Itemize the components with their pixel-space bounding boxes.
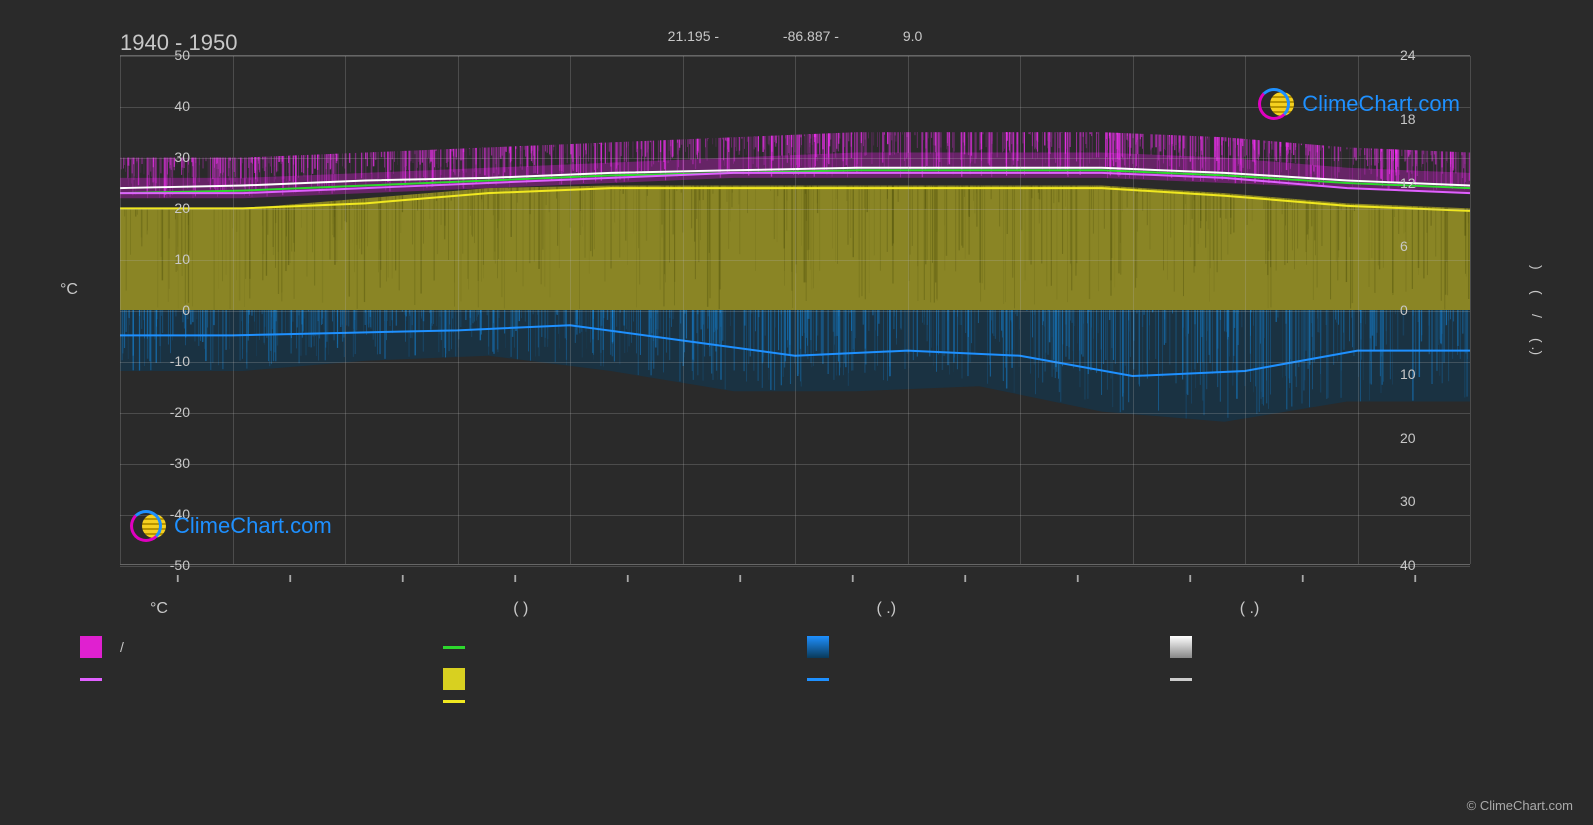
xtick: ıı xyxy=(401,570,402,585)
brand-text: ClimeChart.com xyxy=(174,513,332,539)
legend: °C ( ) ( .) ( .) / xyxy=(70,600,1523,770)
legend-header-1: ( ) xyxy=(433,600,796,618)
logo-mark-icon xyxy=(130,508,166,544)
legend-swatch xyxy=(807,636,829,658)
plot-area: ClimeChart.com ClimeChart.com xyxy=(120,55,1470,565)
legend-label: / xyxy=(120,639,124,655)
gridline-v xyxy=(795,56,796,564)
legend-swatch xyxy=(1170,678,1192,681)
copyright-text: © ClimeChart.com xyxy=(1467,798,1573,813)
legend-swatch xyxy=(80,678,102,681)
xtick: ıı xyxy=(176,570,177,585)
legend-row xyxy=(70,700,1523,703)
ytick-left: 20 xyxy=(150,200,190,216)
legend-cell xyxy=(797,678,1160,681)
ytick-left: 10 xyxy=(150,251,190,267)
ytick-right: 12 xyxy=(1400,175,1440,191)
legend-cell xyxy=(433,668,796,690)
coords-header: 21.195 - -86.887 - 9.0 xyxy=(40,28,1550,44)
brand-logo-bottom: ClimeChart.com xyxy=(130,508,332,544)
xtick: ıı xyxy=(513,570,514,585)
chart-container: 1940 - 1950 21.195 - -86.887 - 9.0 °C ) … xyxy=(40,10,1550,590)
legend-rows: / xyxy=(70,636,1523,703)
legend-cell xyxy=(70,678,433,681)
legend-row: / xyxy=(70,636,1523,658)
gridline-v xyxy=(120,56,121,564)
ytick-left: -30 xyxy=(150,455,190,471)
legend-cell xyxy=(797,636,1160,658)
xtick: ıı xyxy=(851,570,852,585)
ytick-right: 6 xyxy=(1400,238,1440,254)
ytick-left: 0 xyxy=(150,302,190,318)
ytick-left: -50 xyxy=(150,557,190,573)
xtick: ıı xyxy=(1188,570,1189,585)
legend-cell: / xyxy=(70,636,433,658)
xtick: ıı xyxy=(738,570,739,585)
gridline-v xyxy=(1020,56,1021,564)
xtick: ıı xyxy=(288,570,289,585)
elev-value: 9.0 xyxy=(903,28,922,44)
ytick-right: 30 xyxy=(1400,493,1440,509)
ytick-left: 30 xyxy=(150,149,190,165)
lon-value: -86.887 - xyxy=(783,28,839,44)
ytick-right: 20 xyxy=(1400,430,1440,446)
legend-cell xyxy=(433,700,796,703)
legend-swatch xyxy=(1170,636,1192,658)
gridline-v xyxy=(1358,56,1359,564)
legend-headers: °C ( ) ( .) ( .) xyxy=(70,600,1523,618)
brand-logo-top: ClimeChart.com xyxy=(1258,86,1460,122)
y-right-label-0: ) xyxy=(1529,265,1545,270)
legend-header-0: °C xyxy=(70,600,433,618)
ytick-left: 40 xyxy=(150,98,190,114)
y-right-label-1: ( xyxy=(1529,290,1545,295)
legend-header-3: ( .) xyxy=(1160,600,1523,618)
gridline-v xyxy=(570,56,571,564)
gridline-v xyxy=(345,56,346,564)
gridline-v xyxy=(233,56,234,564)
ytick-right: 24 xyxy=(1400,47,1440,63)
gridline-v xyxy=(1133,56,1134,564)
xtick: ıı xyxy=(963,570,964,585)
xtick: ıı xyxy=(1413,570,1414,585)
y-right-label-3: ( .) xyxy=(1529,338,1545,355)
legend-swatch xyxy=(443,646,465,649)
gridline-h xyxy=(120,566,1470,567)
gridline-v xyxy=(683,56,684,564)
y-right-label-2: / xyxy=(1529,314,1545,318)
legend-cell xyxy=(1160,636,1523,658)
xtick: ıı xyxy=(1301,570,1302,585)
ytick-left: -10 xyxy=(150,353,190,369)
legend-swatch xyxy=(443,700,465,703)
ytick-right: 0 xyxy=(1400,302,1440,318)
legend-swatch xyxy=(807,678,829,681)
xtick: ıı xyxy=(1076,570,1077,585)
ytick-left: -20 xyxy=(150,404,190,420)
legend-swatch xyxy=(443,668,465,690)
y-right-labels: ) ( / ( .) xyxy=(1515,60,1545,560)
legend-header-2: ( .) xyxy=(797,600,1160,618)
gridline-v xyxy=(458,56,459,564)
legend-swatch xyxy=(80,636,102,658)
legend-cell xyxy=(1160,678,1523,681)
ytick-right: 40 xyxy=(1400,557,1440,573)
brand-text: ClimeChart.com xyxy=(1302,91,1460,117)
lat-value: 21.195 - xyxy=(668,28,719,44)
y-left-unit: °C xyxy=(60,281,78,299)
xtick: ıı xyxy=(626,570,627,585)
gridline-v xyxy=(908,56,909,564)
gridline-v xyxy=(1245,56,1246,564)
logo-mark-icon xyxy=(1258,86,1294,122)
gridline-v xyxy=(1470,56,1471,564)
legend-row xyxy=(70,668,1523,690)
ytick-right: 10 xyxy=(1400,366,1440,382)
legend-cell xyxy=(433,646,796,649)
